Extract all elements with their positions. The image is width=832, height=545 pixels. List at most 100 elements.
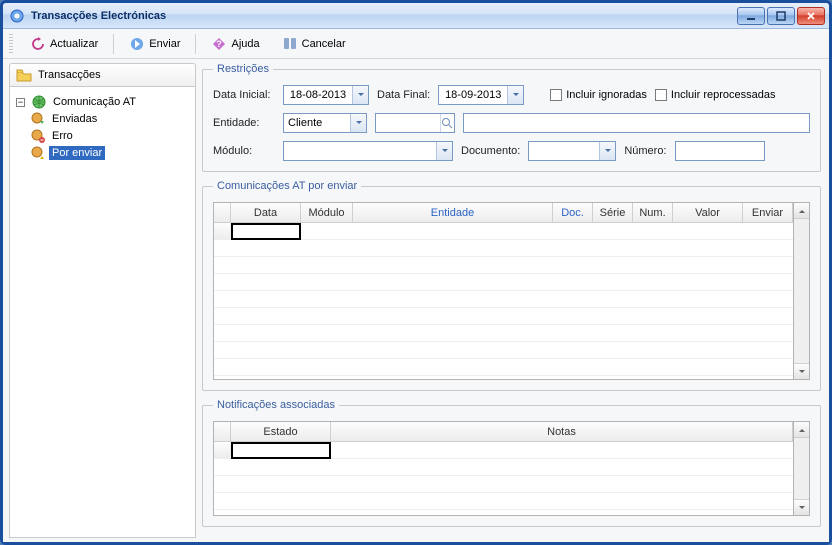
refresh-icon [30,36,46,52]
col-serie[interactable]: Série [593,203,633,222]
minimize-button[interactable] [737,7,765,25]
numero-input[interactable] [675,141,765,161]
cancel-icon [282,36,298,52]
checkbox-box[interactable] [655,89,667,101]
col-entidade[interactable]: Entidade [353,203,553,222]
documento-combo[interactable] [528,141,616,161]
send-icon [129,36,145,52]
enviar-label: Enviar [149,38,180,50]
grid-body[interactable] [214,223,793,379]
ajuda-label: Ajuda [231,38,259,50]
titlebar[interactable]: Transacções Electrónicas [3,3,829,29]
col-valor[interactable]: Valor [673,203,743,222]
app-window: Transacções Electrónicas Actualizar [0,0,832,545]
tree-tab-header[interactable]: Transacções [9,63,196,86]
tree-node-erro[interactable]: Erro [30,128,191,144]
documento-input[interactable] [529,142,599,160]
tree-node-enviadas[interactable]: Enviadas [30,111,191,127]
enviar-button[interactable]: Enviar [122,32,187,56]
grid-header: Estado Notas [214,422,793,442]
por-enviar-grid[interactable]: Data Módulo Entidade Doc. Série Num. Val… [213,202,794,380]
incluir-ignoradas-label: Incluir ignoradas [566,89,647,101]
entidade-input[interactable] [284,114,350,132]
scroll-down-icon[interactable] [794,499,809,515]
gear-sent-icon [30,111,46,127]
actualizar-label: Actualizar [50,38,98,50]
row-header-col [214,422,231,441]
tree-body: − Comunicação AT [9,86,196,538]
cancelar-button[interactable]: Cancelar [275,32,353,56]
col-modulo[interactable]: Módulo [301,203,353,222]
entidade-combo[interactable] [283,113,367,133]
incluir-ignoradas-checkbox[interactable]: Incluir ignoradas [550,89,647,101]
grid-vscroll[interactable] [794,202,810,380]
tree-por-enviar-label: Por enviar [49,146,105,160]
cancelar-label: Cancelar [302,38,346,50]
tree-enviadas-label: Enviadas [49,112,100,126]
toolbar-grip [9,34,13,54]
por-enviar-legend: Comunicações AT por enviar [213,180,361,192]
dropdown-icon[interactable] [352,86,368,104]
incluir-reprocessadas-checkbox[interactable]: Incluir reprocessadas [655,89,776,101]
scroll-down-icon[interactable] [794,363,809,379]
dropdown-icon[interactable] [599,142,615,160]
data-final-label: Data Final: [377,89,430,101]
col-num[interactable]: Num. [633,203,673,222]
data-final-field[interactable] [438,85,524,105]
col-data[interactable]: Data [231,203,301,222]
col-enviar[interactable]: Enviar [743,203,793,222]
grid-header: Data Módulo Entidade Doc. Série Num. Val… [214,203,793,223]
col-doc[interactable]: Doc. [553,203,593,222]
checkbox-box[interactable] [550,89,562,101]
dropdown-icon[interactable] [436,142,452,160]
maximize-button[interactable] [767,7,795,25]
dropdown-icon[interactable] [350,114,366,132]
tree-tab-label: Transacções [38,69,101,81]
close-button[interactable] [797,7,825,25]
notificacoes-grid[interactable]: Estado Notas [213,421,794,516]
tree-root-label: Comunicação AT [50,95,139,109]
tree-erro-label: Erro [49,129,76,143]
modulo-combo[interactable] [283,141,453,161]
por-enviar-group: Comunicações AT por enviar Data Módulo E… [202,180,821,391]
entidade-search-input[interactable] [376,114,440,132]
search-icon[interactable] [440,114,454,132]
grid-body[interactable] [214,442,793,515]
right-panel: Restrições Data Inicial: Data Final: [198,59,829,542]
documento-label: Documento: [461,145,520,157]
data-inicial-field[interactable] [283,85,369,105]
dropdown-icon[interactable] [507,86,523,104]
col-estado[interactable]: Estado [231,422,331,441]
grid-vscroll[interactable] [794,421,810,516]
toolbar: Actualizar Enviar ? Ajuda Cancelar [3,29,829,59]
data-final-input[interactable] [439,86,507,104]
modulo-input[interactable] [284,142,436,160]
data-inicial-input[interactable] [284,86,352,104]
active-cell[interactable] [231,442,331,459]
entidade-search-field[interactable] [375,113,455,133]
gear-pending-icon [30,145,46,161]
svg-text:?: ? [217,39,223,49]
numero-label: Número: [624,145,666,157]
window-title: Transacções Electrónicas [31,10,737,22]
incluir-reprocessadas-label: Incluir reprocessadas [671,89,776,101]
tree-node-root[interactable]: − Comunicação AT [16,94,191,110]
entidade-display-field [463,113,810,133]
scroll-up-icon[interactable] [794,422,809,438]
restricoes-legend: Restrições [213,63,273,75]
gear-error-icon [30,128,46,144]
col-notas[interactable]: Notas [331,422,793,441]
active-cell[interactable] [231,223,301,240]
row-header-col [214,203,231,222]
actualizar-button[interactable]: Actualizar [23,32,105,56]
main-area: Transacções − Comunicação AT [3,59,829,542]
tree-node-por-enviar[interactable]: Por enviar [30,145,191,161]
left-panel: Transacções − Comunicação AT [3,59,198,542]
collapse-icon[interactable]: − [16,98,25,107]
scroll-up-icon[interactable] [794,203,809,219]
ajuda-button[interactable]: ? Ajuda [204,32,266,56]
toolbar-separator [113,34,114,54]
help-icon: ? [211,36,227,52]
toolbar-separator [195,34,196,54]
folder-icon [16,67,32,83]
